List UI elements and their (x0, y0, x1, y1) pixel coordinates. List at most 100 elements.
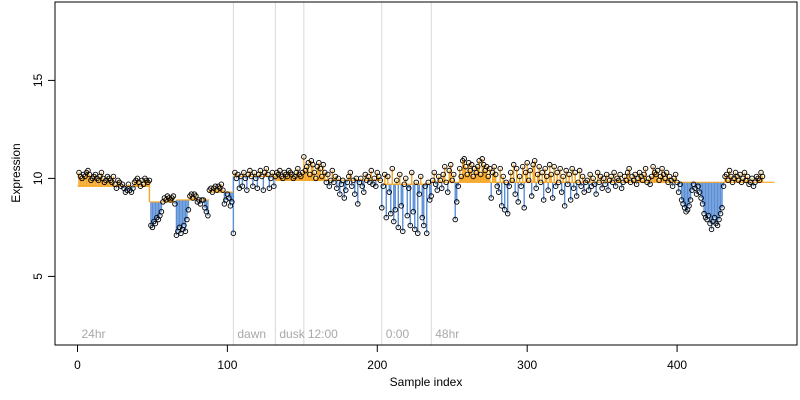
data-point (537, 179, 544, 186)
data-point (512, 191, 518, 197)
data-point (573, 193, 580, 199)
data-point (611, 169, 617, 176)
y-tick-label: 5 (31, 273, 45, 280)
data-point (170, 193, 177, 199)
data-point (385, 173, 391, 180)
data-point (359, 183, 366, 189)
data-point (158, 208, 165, 215)
data-point (226, 195, 232, 201)
data-point (271, 183, 277, 189)
data-point (431, 169, 437, 176)
data-point (440, 171, 446, 178)
data-point (443, 179, 449, 186)
data-point (429, 177, 436, 184)
data-point (618, 185, 625, 191)
data-point (579, 173, 586, 180)
data-point (551, 163, 557, 170)
data-point (749, 175, 755, 182)
data-point (536, 163, 542, 170)
data-point (253, 175, 259, 182)
data-point (343, 187, 349, 193)
data-point (662, 175, 668, 182)
data-point (323, 179, 330, 186)
data-point (200, 197, 207, 203)
data-point (425, 179, 431, 186)
data-point (391, 218, 397, 225)
data-point (416, 191, 423, 197)
data-point (377, 177, 384, 184)
data-point (415, 230, 421, 237)
data-point (686, 203, 692, 209)
data-point (531, 158, 538, 164)
data-point (456, 165, 463, 172)
data-point (432, 181, 439, 188)
data-point (506, 183, 512, 189)
data-point (316, 159, 322, 166)
x-tick-label: 200 (367, 358, 387, 372)
data-point (352, 191, 358, 197)
data-point (441, 163, 448, 170)
data-point (146, 177, 153, 184)
data-point (419, 214, 426, 221)
data-point (172, 201, 178, 207)
data-point (575, 179, 581, 186)
data-point (548, 171, 554, 178)
data-point (259, 173, 265, 180)
data-point (193, 193, 199, 199)
data-point (301, 154, 307, 160)
data-point (648, 173, 655, 180)
data-point (450, 171, 457, 178)
data-point (609, 179, 616, 186)
data-point (383, 214, 390, 221)
data-point (313, 175, 319, 182)
data-point (558, 189, 565, 195)
data-point (341, 195, 348, 201)
x-tick-label: 100 (217, 358, 237, 372)
marker-labels: 24hr dawn dusk 12:00 0:00 48hr (81, 327, 459, 341)
data-point (400, 228, 406, 235)
data-point (461, 156, 467, 162)
data-point (518, 183, 524, 189)
data-point (572, 169, 578, 176)
data-point (444, 189, 451, 195)
data-point (474, 163, 481, 170)
data-point (365, 173, 372, 180)
data-point (257, 167, 264, 174)
data-point (554, 169, 560, 176)
data-point (546, 161, 553, 168)
data-point (719, 205, 725, 211)
data-point (479, 156, 485, 162)
data-point (250, 183, 256, 189)
data-point (380, 183, 387, 189)
data-point (182, 228, 189, 235)
data-point (737, 171, 743, 178)
data-point (485, 173, 491, 180)
data-point (334, 185, 340, 191)
data-point (277, 167, 283, 174)
data-point (533, 185, 539, 191)
data-point (714, 222, 721, 229)
data-point (218, 181, 225, 188)
data-point (437, 177, 443, 184)
data-point (687, 197, 694, 203)
data-point (140, 181, 147, 188)
data-point (708, 226, 715, 233)
data-point (642, 165, 649, 172)
data-point (549, 195, 556, 201)
data-point (344, 179, 351, 186)
data-point (404, 212, 411, 219)
data-point (407, 222, 414, 229)
x-axis: 0 100 200 300 400 (74, 344, 687, 372)
data-point (335, 175, 342, 182)
data-point (329, 167, 336, 174)
data-point (744, 173, 751, 180)
data-point (331, 179, 337, 186)
data-point (401, 181, 408, 188)
data-point (612, 183, 619, 189)
data-point (647, 181, 653, 188)
data-point (711, 214, 718, 221)
data-point (358, 175, 364, 182)
data-point (368, 167, 375, 174)
data-point (295, 165, 301, 172)
